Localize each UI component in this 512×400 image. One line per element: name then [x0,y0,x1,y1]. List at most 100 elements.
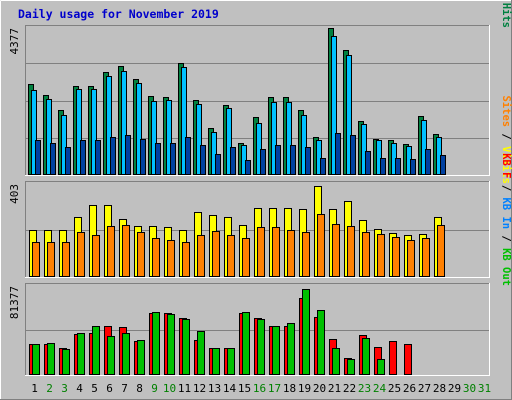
bar-kb-out-day-19 [302,289,310,375]
bar-kb-out-day-10 [167,314,175,375]
bar-pages-day-23 [365,151,371,175]
x-tick-label-day-22: 22 [343,382,356,395]
x-tick-label-day-6: 6 [106,382,113,395]
panels-layer: 4377 Pages / Files / Hits 403 Sites / Visit… [8,0,512,376]
panel-kbytes: 81377 KB F / KB In / KB Out [8,153,512,376]
bar-pages-day-22 [350,135,356,175]
bar-kb-out-day-6 [107,336,115,375]
bar-pages-day-16 [260,149,266,175]
bar-files-day-6 [106,76,112,175]
bar-sites-day-26 [407,240,415,277]
bar-kb-out-day-17 [272,326,280,375]
bar-pages-day-7 [125,135,131,175]
bar-pages-day-3 [65,147,71,175]
x-tick-label-day-2: 2 [46,382,53,395]
x-tick-label-day-31: 31 [478,382,491,395]
x-tick-label-day-30: 30 [463,382,476,395]
bar-sites-day-23 [362,232,370,277]
x-tick-label-day-15: 15 [238,382,251,395]
bar-sites-day-21 [332,224,340,277]
chart-title: Daily usage for November 2019 [18,7,219,21]
x-tick-label-day-23: 23 [358,382,371,395]
series-pages [35,133,446,175]
bar-sites-day-14 [227,235,235,277]
x-tick-label-day-28: 28 [433,382,446,395]
bar-sites-day-15 [242,238,250,277]
bar-sites-day-20 [317,214,325,277]
bar-sites-day-19 [302,232,310,277]
x-tick-label-day-4: 4 [76,382,83,395]
legend-part: / [500,229,512,248]
y-max-label: 403 [8,184,21,204]
bar-files-day-19 [301,115,307,175]
x-tick-label-day-11: 11 [178,382,191,395]
bar-kb-out-day-13 [212,348,220,375]
bar-kb-out-day-14 [227,348,235,375]
bar-sites-day-8 [137,232,145,277]
bar-sites-day-2 [47,242,55,277]
legend-part: KB F [500,153,512,178]
bar-pages-day-24 [380,158,386,175]
bar-pages-day-13 [215,154,221,175]
bar-pages-day-2 [50,143,56,175]
x-tick-label-day-26: 26 [403,382,416,395]
panel-visits: 403 Sites / Visits [8,95,512,278]
bar-pages-day-12 [200,145,206,175]
x-tick-label-day-21: 21 [328,382,341,395]
bar-files-day-4 [76,89,82,175]
bar-sites-day-9 [152,238,160,277]
bar-sites-day-11 [182,242,190,277]
y-axis-legend: KB F / KB In / KB Out [500,153,512,286]
panel-hits: 4377 Pages / Files / Hits [8,0,512,176]
bar-pages-day-10 [170,143,176,175]
bar-files-day-11 [181,67,187,175]
bar-pages-day-19 [305,147,311,175]
bar-kb-out-day-21 [332,348,340,375]
bar-files-day-9 [151,101,157,175]
bar-files-day-23 [361,124,367,175]
bar-pages-day-26 [410,159,416,175]
bar-sites-day-6 [107,226,115,277]
x-tick-label-day-19: 19 [298,382,311,395]
bar-kb-out-day-18 [287,323,295,375]
bar-kb-out-day-24 [377,359,385,375]
bar-files-day-14 [226,108,232,175]
bar-pages-day-20 [320,158,326,175]
bar-kb-f-day-25 [389,341,397,375]
x-tick-label-day-27: 27 [418,382,431,395]
bar-kb-out-day-1 [32,344,40,375]
bar-sites-day-25 [392,237,400,277]
legend-part: Visits [500,146,512,184]
bar-sites-day-10 [167,240,175,277]
x-tick-label-day-9: 9 [151,382,158,395]
bar-pages-day-4 [80,140,86,175]
x-tick-label-day-10: 10 [163,382,176,395]
bar-files-day-21 [331,36,337,175]
bar-sites-day-1 [32,242,40,277]
bar-files-day-1 [31,90,37,175]
bar-sites-day-5 [92,235,100,277]
x-tick-label-day-7: 7 [121,382,128,395]
bar-files-day-10 [166,100,172,175]
bar-kb-out-day-15 [242,312,250,375]
bar-files-day-5 [91,89,97,175]
bar-pages-day-1 [35,140,41,175]
x-tick-label-day-20: 20 [313,382,326,395]
bar-sites-day-16 [257,227,265,277]
bar-files-day-20 [316,140,322,175]
legend-part: / [500,127,512,146]
y-max-label: 4377 [8,28,21,55]
bar-files-day-2 [46,99,52,175]
x-tick-label-day-1: 1 [31,382,38,395]
bar-sites-day-24 [377,234,385,277]
bar-kb-out-day-12 [197,331,205,375]
bar-files-day-12 [196,104,202,175]
bar-kb-out-day-4 [77,333,85,375]
x-tick-label-day-8: 8 [136,382,143,395]
x-axis: 1 2 3 4 5 6 7 8 9 10 11 12 13 14 15 16 17 18 19 20 21 22 23 24 2… [31,382,491,395]
series-sites [32,214,445,277]
bar-kb-out-day-16 [257,319,265,375]
bar-kb-out-day-22 [347,359,355,375]
legend-part: / [500,0,512,3]
